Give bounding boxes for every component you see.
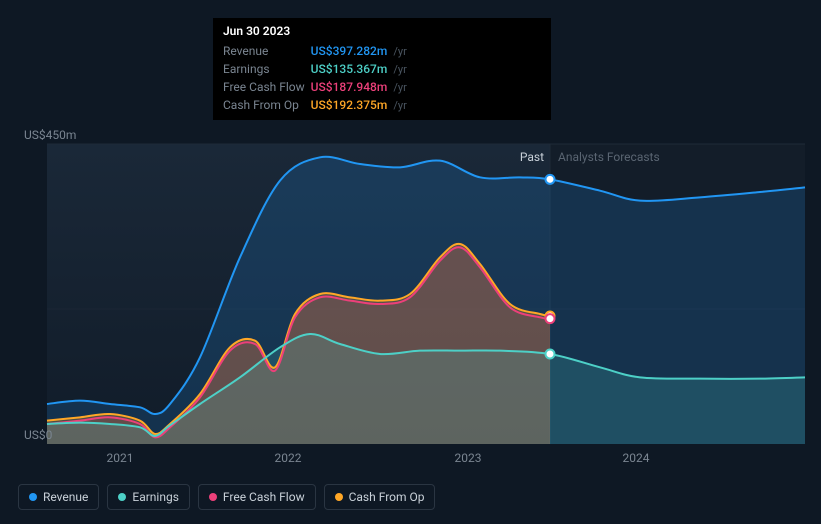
tooltip-row-label: Revenue (223, 42, 311, 60)
tooltip-row-label: Earnings (223, 60, 311, 78)
tooltip-row-value: US$192.375m (311, 96, 394, 114)
y-axis-label: US$0 (24, 428, 52, 442)
y-axis-label: US$450m (24, 128, 76, 142)
x-tick-label: 2024 (623, 451, 650, 465)
chart-region-label: Analysts Forecasts (558, 150, 660, 164)
x-tick-label: 2021 (107, 451, 134, 465)
tooltip-row: EarningsUS$135.367m/yr (223, 60, 413, 78)
legend-dot-icon (29, 493, 37, 501)
legend-item[interactable]: Earnings (107, 484, 190, 510)
legend-dot-icon (335, 493, 343, 501)
tooltip-row: Cash From OpUS$192.375m/yr (223, 96, 413, 114)
x-tick-label: 2023 (455, 451, 482, 465)
tooltip-row: RevenueUS$397.282m/yr (223, 42, 413, 60)
tooltip-row-label: Cash From Op (223, 96, 311, 114)
tooltip-row-unit: /yr (393, 96, 412, 114)
tooltip-row-value: US$135.367m (311, 60, 394, 78)
tooltip-row-label: Free Cash Flow (223, 78, 311, 96)
tooltip-row-unit: /yr (393, 78, 412, 96)
chart-region-label: Past (520, 150, 544, 164)
tooltip-date: Jun 30 2023 (223, 24, 541, 38)
legend-item-label: Revenue (43, 490, 88, 504)
tooltip-row-unit: /yr (393, 42, 412, 60)
tooltip-table: RevenueUS$397.282m/yrEarningsUS$135.367m… (223, 42, 413, 114)
legend-dot-icon (118, 493, 126, 501)
tooltip-row-unit: /yr (393, 60, 412, 78)
chart-tooltip: Jun 30 2023 RevenueUS$397.282m/yrEarning… (213, 18, 551, 120)
x-tick-label: 2022 (275, 451, 302, 465)
legend-item-label: Cash From Op (349, 490, 425, 504)
legend-item[interactable]: Revenue (18, 484, 99, 510)
tooltip-row-value: US$187.948m (311, 78, 394, 96)
legend-item[interactable]: Free Cash Flow (198, 484, 316, 510)
tooltip-row: Free Cash FlowUS$187.948m/yr (223, 78, 413, 96)
legend-item-label: Earnings (132, 490, 179, 504)
legend-dot-icon (209, 493, 217, 501)
chart-legend: Revenue Earnings Free Cash Flow Cash From O… (18, 484, 435, 510)
legend-item-label: Free Cash Flow (223, 490, 305, 504)
legend-item[interactable]: Cash From Op (324, 484, 436, 510)
tooltip-row-value: US$397.282m (311, 42, 394, 60)
